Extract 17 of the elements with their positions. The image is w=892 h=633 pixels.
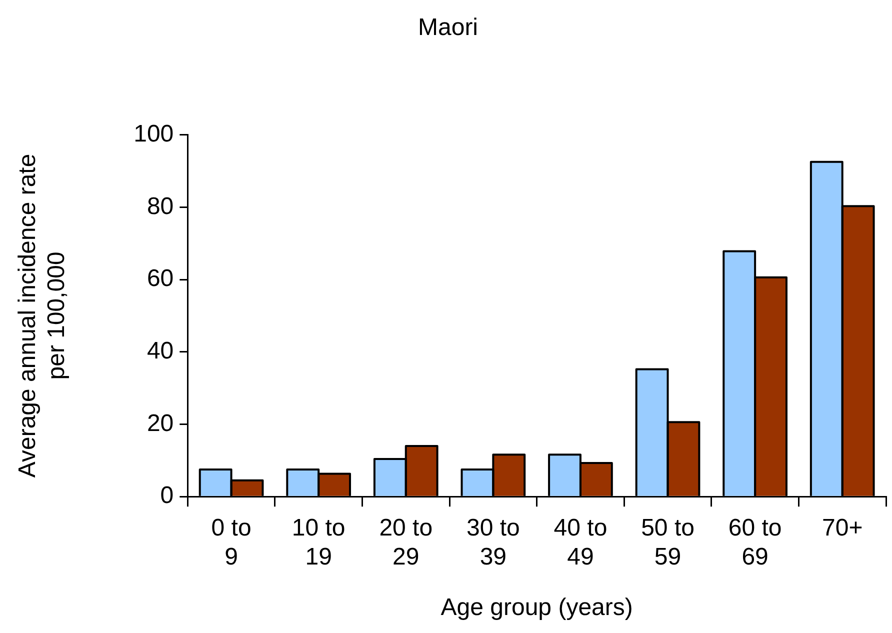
y-tick-label: 100 <box>134 120 174 148</box>
y-tick-label: 20 <box>146 410 174 437</box>
y-tick-label: 0 <box>160 482 174 510</box>
y-tick-label: 60 <box>146 265 174 292</box>
y-axis-title: Average annual incidence rate per 100,000 <box>14 154 70 478</box>
x-tick-label: 20 to 29 <box>379 514 433 570</box>
y-tick-label: 40 <box>146 338 174 365</box>
x-tick-label: 60 to 69 <box>728 514 782 570</box>
x-tick-label: 50 to 59 <box>641 514 694 570</box>
x-tick-label: 30 to 39 <box>466 514 520 570</box>
x-tick-label: 40 to 49 <box>554 514 608 570</box>
x-tick-label: 0 to 9 <box>211 514 252 570</box>
chart-title: Maori <box>418 14 478 42</box>
x-tick-label: 70+ <box>822 514 863 542</box>
y-tick-label: 80 <box>146 192 174 220</box>
x-axis-title: Age group (years) <box>440 594 633 622</box>
x-tick-label: 10 to 19 <box>292 514 346 570</box>
